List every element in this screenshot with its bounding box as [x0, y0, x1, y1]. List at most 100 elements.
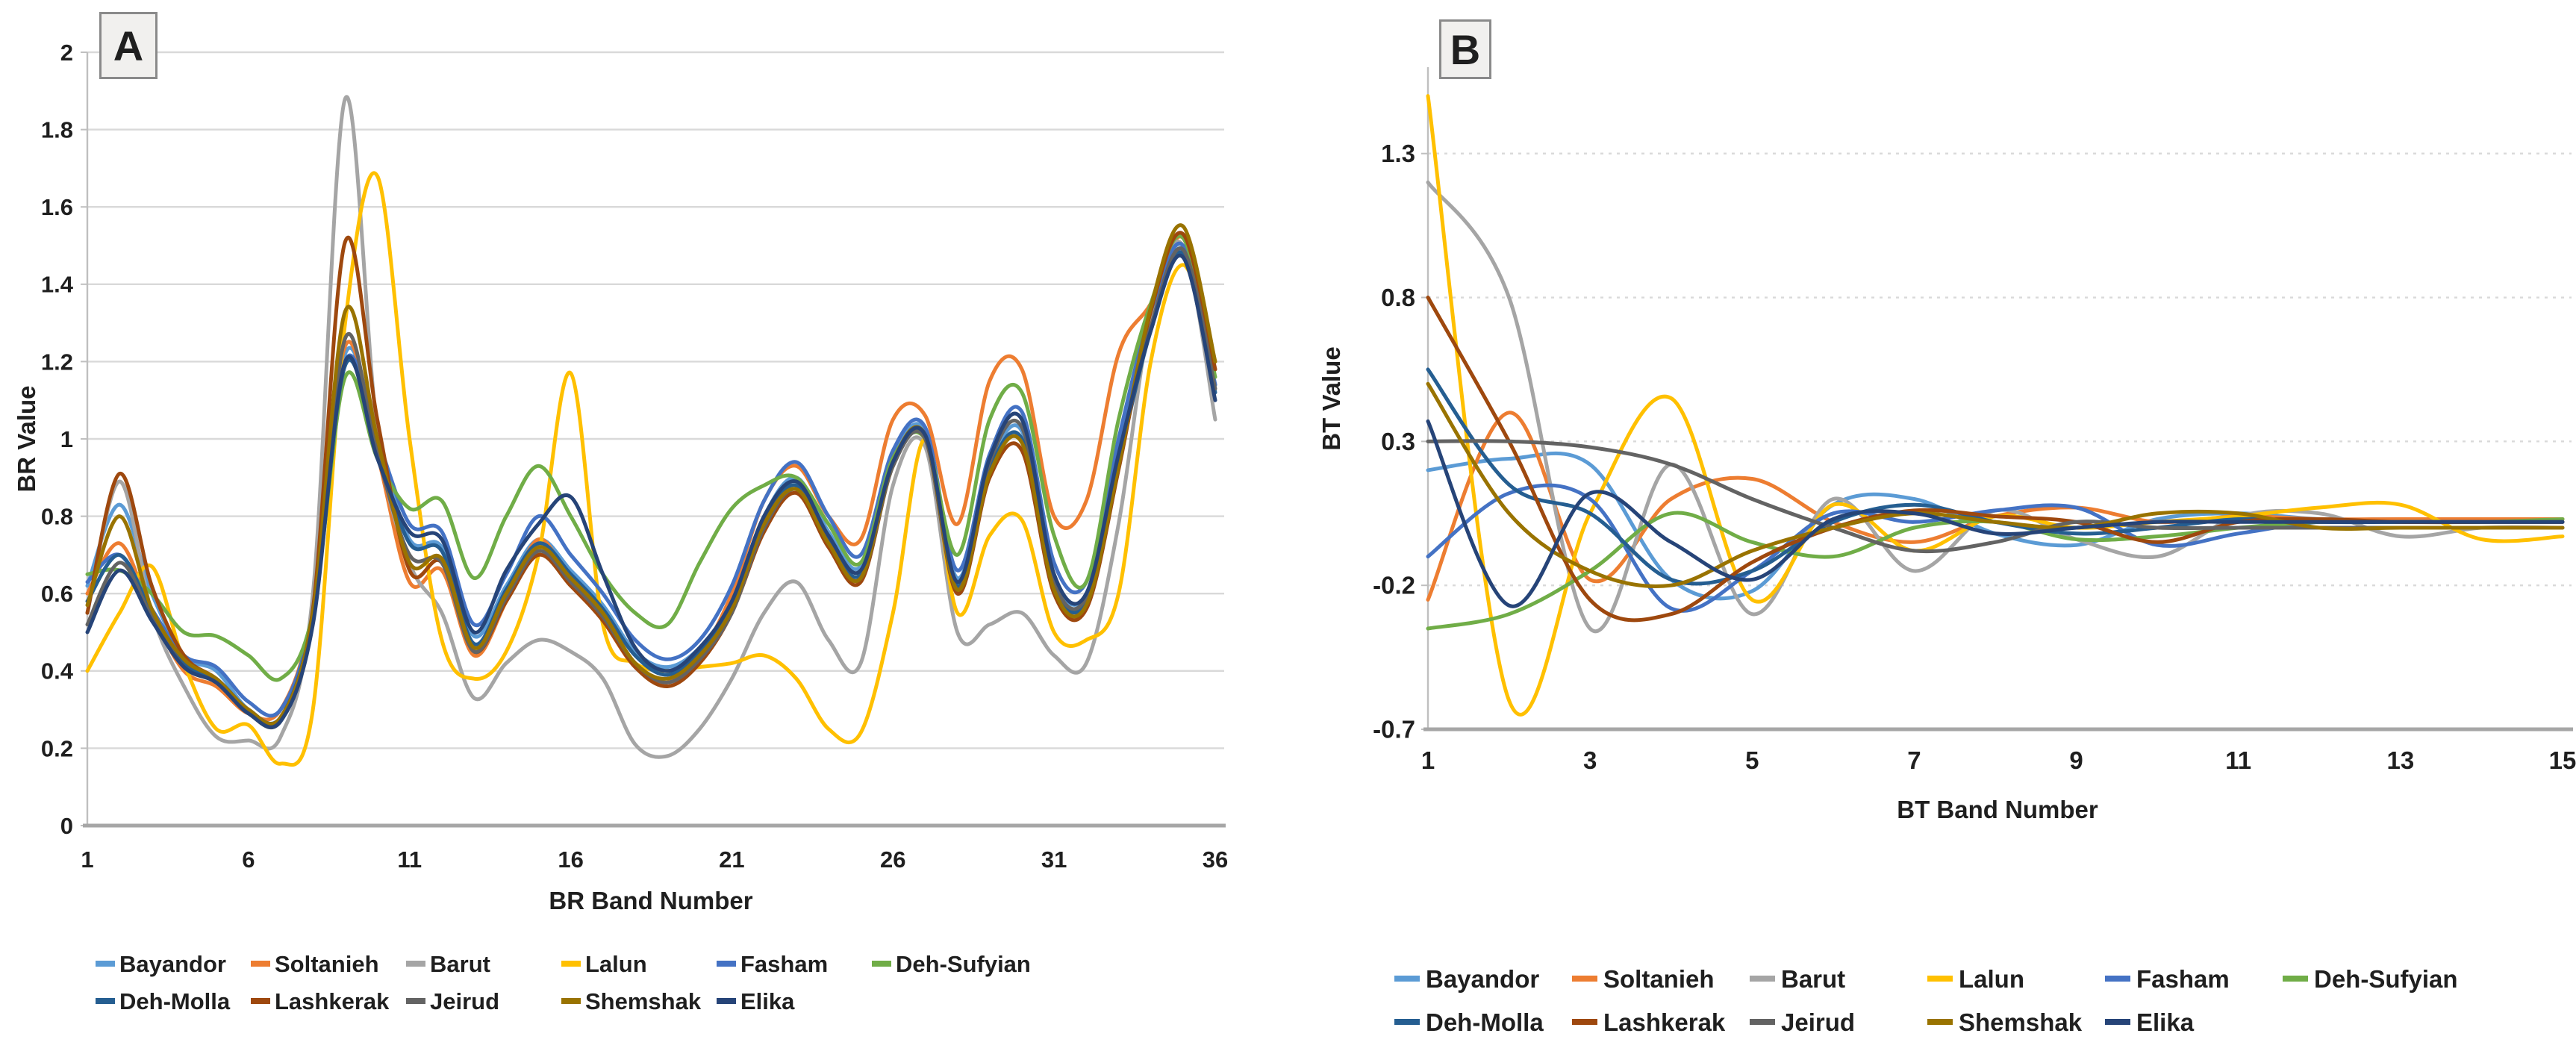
legend-item-deh-molla: Deh-Molla — [1394, 1008, 1544, 1036]
legend-item-soltanieh: Soltanieh — [1572, 965, 1715, 993]
series-line-shemshak — [1426, 381, 2565, 588]
legend-label-soltanieh: Soltanieh — [275, 951, 379, 977]
legend-label-shemshak: Shemshak — [585, 988, 702, 1014]
legend-label-soltanieh: Soltanieh — [1603, 965, 1715, 993]
x-axis-title-a: BR Band Number — [549, 887, 753, 914]
x-tick-label: 9 — [2069, 746, 2083, 774]
series-line-barut — [85, 95, 1217, 759]
series-line-deh-sufyian — [1426, 511, 2565, 631]
x-tick-label: 15 — [2549, 746, 2576, 774]
x-tick-label: 6 — [242, 846, 255, 873]
y-tick-label: 0.6 — [41, 581, 73, 607]
legend-label-lashkerak: Lashkerak — [1603, 1008, 1726, 1036]
series-line-lalun — [85, 171, 1217, 767]
x-tick-label: 7 — [1907, 746, 1921, 774]
legend-label-deh-molla: Deh-Molla — [119, 988, 231, 1014]
panel-label-b: B — [1439, 19, 1491, 79]
series-line-elika — [85, 253, 1217, 729]
legend-label-fasham: Fasham — [740, 951, 828, 977]
legend-label-jeirud: Jeirud — [1781, 1008, 1855, 1036]
y-tick-label: 1.3 — [1381, 140, 1415, 167]
legend-a: Bayandor Soltanieh Barut Lalun Fasham Deh-Suf… — [96, 951, 1031, 1014]
chart-panel-a: 0 0.2 0.4 0.6 0.8 1 1.2 1.4 1.6 1.8 2 1 6 11 16 21 26 31 3… — [13, 12, 1228, 1014]
legend-item-lashkerak: Lashkerak — [1572, 1008, 1726, 1036]
series-line-elika — [1426, 419, 2565, 608]
y-tick-label: -0.2 — [1373, 572, 1415, 599]
legend-label-lalun: Lalun — [585, 951, 647, 977]
y-tick-label: 1.8 — [41, 116, 73, 143]
series-line-deh-molla — [1426, 367, 2565, 586]
y-tick-label: 1.6 — [41, 194, 73, 220]
x-tick-label: 3 — [1583, 746, 1597, 774]
series-line-shemshak — [85, 223, 1217, 726]
legend-label-fasham: Fasham — [2136, 965, 2230, 993]
x-tick-label: 1 — [1421, 746, 1435, 774]
legend-item-deh-molla: Deh-Molla — [96, 988, 231, 1014]
x-tick-label: 26 — [880, 846, 905, 873]
y-tick-label: 0.8 — [41, 503, 73, 529]
legend-b: Bayandor Soltanieh Barut Lalun Fasham Deh-Suf… — [1394, 965, 2458, 1036]
legend-label-elika: Elika — [2136, 1008, 2195, 1036]
x-tick-label: 1 — [81, 846, 93, 873]
legend-item-soltanieh: Soltanieh — [251, 951, 379, 977]
gridlines-b — [1421, 152, 2572, 730]
legend-label-lalun: Lalun — [1959, 965, 2024, 993]
legend-item-bayandor: Bayandor — [96, 951, 226, 977]
series-line-barut — [1426, 180, 2565, 634]
legend-label-deh-molla: Deh-Molla — [1426, 1008, 1544, 1036]
legend-item-lalun: Lalun — [561, 951, 647, 977]
legend-label-barut: Barut — [430, 951, 490, 977]
chart-panel-b: 1.3 0.8 0.3 -0.2 -0.7 1 3 5 7 9 11 13 15 Bayandor Solt… — [1306, 0, 2576, 1051]
x-tick-label: 36 — [1203, 846, 1228, 873]
legend-label-jeirud: Jeirud — [430, 988, 499, 1014]
legend-label-shemshak: Shemshak — [1959, 1008, 2083, 1036]
y-tick-label: -0.7 — [1373, 716, 1415, 743]
y-tick-label: 1 — [60, 426, 73, 452]
y-tick-label: 0.2 — [41, 735, 73, 761]
y-tick-label: 1.4 — [41, 272, 74, 298]
legend-item-fasham: Fasham — [717, 951, 828, 977]
y-axis-title-a: BR Value — [13, 385, 40, 493]
legend-item-jeirud: Jeirud — [1750, 1008, 1855, 1036]
legend-item-shemshak: Shemshak — [561, 988, 702, 1014]
x-tick-label: 5 — [1745, 746, 1759, 774]
legend-label-barut: Barut — [1781, 965, 1845, 993]
legend-item-barut: Barut — [406, 951, 490, 977]
legend-label-deh-sufyian: Deh-Sufyian — [896, 951, 1031, 977]
y-tick-label: 1.2 — [41, 349, 73, 375]
legend-label-bayandor: Bayandor — [1426, 965, 1539, 993]
x-tick-label: 16 — [558, 846, 583, 873]
legend-label-bayandor: Bayandor — [119, 951, 226, 977]
x-axis-title-b: BT Band Number — [1897, 796, 2098, 823]
legend-label-elika: Elika — [740, 988, 795, 1014]
legend-item-fasham: Fasham — [2105, 965, 2230, 993]
legend-item-elika: Elika — [2105, 1008, 2195, 1036]
x-tick-label: 11 — [2225, 746, 2251, 774]
y-tick-label: 2 — [60, 40, 73, 66]
panel-label-a: A — [99, 12, 158, 79]
y-axis-title-b: BT Value — [1317, 346, 1345, 451]
y-tick-label: 0.8 — [1381, 284, 1415, 311]
gridlines-a — [81, 51, 1224, 826]
x-tick-label: 11 — [397, 846, 422, 873]
x-tick-label: 13 — [2386, 746, 2414, 774]
series-line-lashkerak — [1426, 296, 2565, 623]
x-tick-label: 31 — [1041, 846, 1067, 873]
series-line-lalun — [1426, 94, 2565, 717]
legend-item-deh-sufyian: Deh-Sufyian — [2283, 965, 2458, 993]
legend-item-jeirud: Jeirud — [406, 988, 499, 1014]
legend-item-bayandor: Bayandor — [1394, 965, 1539, 993]
chart-a-svg: 00.20.40.60.811.21.41.61.821 6 11 16 21 26 31 3… — [41, 40, 1228, 1014]
legend-item-elika: Elika — [717, 988, 795, 1014]
legend-item-lashkerak: Lashkerak — [251, 988, 390, 1014]
series-lines-b — [1426, 94, 2565, 717]
legend-item-lalun: Lalun — [1927, 965, 2024, 993]
y-tick-label: 0.3 — [1381, 428, 1415, 455]
y-tick-label: 0.4 — [41, 658, 74, 684]
legend-label-lashkerak: Lashkerak — [275, 988, 390, 1014]
y-tick-label: 0 — [60, 813, 73, 839]
legend-item-shemshak: Shemshak — [1927, 1008, 2083, 1036]
legend-label-deh-sufyian: Deh-Sufyian — [2314, 965, 2458, 993]
legend-item-deh-sufyian: Deh-Sufyian — [872, 951, 1031, 977]
